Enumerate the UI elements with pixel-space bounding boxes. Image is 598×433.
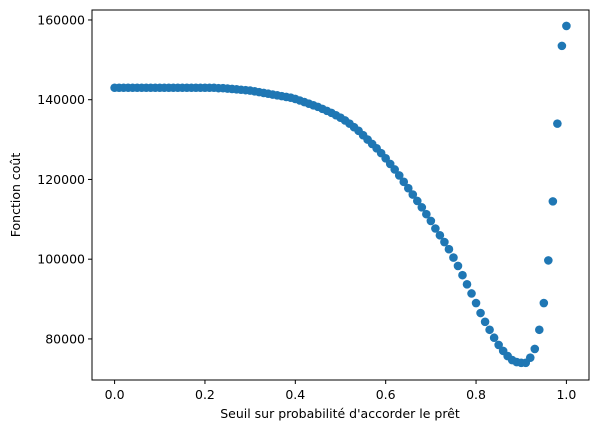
point (449, 253, 458, 262)
point (476, 308, 485, 318)
point (553, 119, 562, 128)
point (489, 333, 499, 343)
point (394, 171, 404, 180)
point (458, 270, 467, 280)
y-tick-label: 120000 (37, 172, 85, 187)
point (525, 353, 535, 362)
point (422, 209, 431, 219)
point (467, 289, 476, 298)
y-tick-label: 140000 (37, 92, 85, 107)
x-axis-label: Seuil sur probabilité d'accorder le prêt (220, 406, 460, 421)
point (399, 177, 409, 187)
point (530, 344, 540, 354)
point (471, 298, 481, 308)
point (557, 41, 567, 51)
y-axis-label: Fonction coût (8, 153, 23, 238)
x-tick-label: 0.8 (466, 387, 486, 402)
point (562, 21, 571, 31)
point (544, 256, 553, 265)
point (444, 244, 454, 254)
point (390, 165, 400, 174)
point (453, 261, 463, 271)
point (539, 298, 549, 308)
y-tick-label: 80000 (45, 331, 85, 346)
x-tick-label: 1.0 (556, 387, 576, 402)
point (535, 325, 544, 335)
point (426, 216, 436, 226)
y-tick-label: 160000 (37, 12, 85, 27)
point (435, 230, 445, 240)
point (494, 340, 503, 350)
x-tick-label: 0.4 (285, 387, 305, 402)
point (408, 190, 418, 199)
y-tick-label: 100000 (37, 252, 85, 267)
point (440, 237, 449, 247)
point (413, 196, 422, 206)
point (431, 224, 440, 233)
point (403, 183, 413, 193)
point (417, 203, 427, 212)
x-tick-label: 0.2 (195, 387, 215, 402)
x-tick-label: 0.0 (105, 387, 125, 402)
x-tick-label: 0.6 (376, 387, 396, 402)
point (548, 197, 558, 206)
plot-frame (91, 9, 590, 381)
point (462, 280, 472, 289)
point (480, 317, 490, 327)
point (485, 325, 494, 335)
